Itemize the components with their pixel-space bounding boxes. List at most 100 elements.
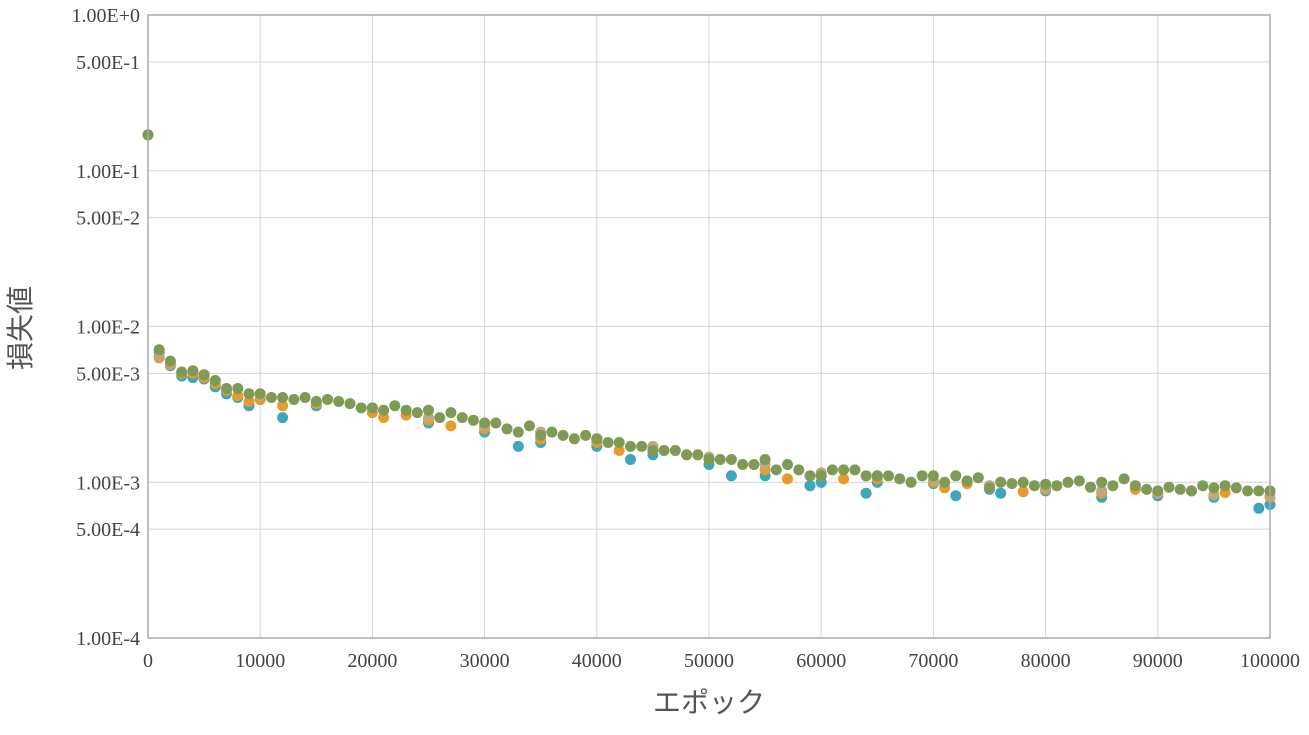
data-points	[142, 129, 1276, 514]
data-point	[950, 470, 962, 482]
data-point	[467, 414, 479, 426]
y-tick-label: 1.00E-2	[76, 317, 140, 339]
data-point	[164, 355, 176, 367]
data-point	[602, 437, 614, 448]
data-point	[445, 407, 457, 419]
data-point	[1017, 486, 1029, 498]
x-tick-label: 10000	[235, 650, 285, 672]
data-point	[894, 473, 906, 485]
data-point	[995, 476, 1007, 488]
data-point	[1197, 480, 1209, 492]
data-point	[310, 396, 322, 407]
y-axis-title: 損失値	[4, 286, 37, 370]
data-point	[1208, 482, 1220, 494]
data-point	[927, 470, 939, 482]
data-point	[737, 459, 749, 470]
data-point	[557, 429, 569, 441]
data-point	[524, 420, 535, 432]
data-point	[546, 426, 558, 438]
data-point	[1040, 478, 1052, 490]
data-point	[860, 487, 872, 499]
data-point	[883, 470, 894, 482]
data-point	[826, 464, 838, 476]
data-point	[1163, 481, 1175, 493]
data-point	[838, 473, 850, 485]
data-point	[871, 470, 883, 482]
data-point	[187, 365, 199, 377]
data-point	[1096, 476, 1108, 488]
data-point	[1242, 485, 1254, 497]
data-point	[535, 429, 547, 441]
data-point	[681, 449, 693, 461]
data-point	[939, 476, 951, 488]
data-point	[725, 454, 737, 465]
data-point	[984, 482, 995, 494]
data-point	[277, 392, 289, 403]
data-point	[176, 366, 188, 378]
data-point	[669, 445, 681, 456]
y-tick-labels: 1.00E+0 5.00E-1 1.00E-1 5.00E-2 1.00E-2 5.00E…	[72, 5, 141, 650]
data-point	[1253, 502, 1265, 514]
data-point	[1118, 473, 1130, 485]
data-point	[243, 388, 255, 400]
x-tick-label: 80000	[1021, 650, 1071, 672]
data-point	[1062, 476, 1074, 488]
x-tick-label: 50000	[684, 650, 734, 672]
data-point	[1129, 480, 1141, 492]
data-point	[389, 400, 401, 412]
data-point	[815, 470, 827, 482]
y-tick-label: 1.00E-3	[76, 472, 140, 494]
data-point	[299, 392, 311, 403]
data-point	[333, 396, 345, 407]
data-point	[995, 487, 1007, 499]
data-point	[568, 433, 580, 445]
x-tick-label: 20000	[347, 650, 397, 672]
data-point	[1085, 481, 1096, 493]
data-point	[950, 490, 962, 502]
data-point	[1006, 478, 1018, 490]
data-point	[277, 412, 289, 424]
data-point	[1174, 483, 1186, 495]
data-point	[209, 375, 221, 386]
data-point	[1152, 485, 1164, 497]
data-point	[411, 407, 423, 419]
data-point	[366, 402, 378, 414]
y-tick-label: 1.00E+0	[72, 5, 141, 27]
data-point	[905, 476, 917, 488]
data-point	[972, 472, 984, 484]
data-point	[198, 369, 210, 381]
data-point	[1186, 485, 1197, 497]
data-point	[445, 420, 457, 432]
data-point	[501, 423, 513, 435]
y-tick-label: 5.00E-1	[76, 52, 140, 74]
data-point	[400, 404, 412, 416]
data-point	[1253, 485, 1265, 497]
data-point	[625, 454, 636, 465]
x-axis-title: エポック	[653, 686, 765, 719]
data-point	[849, 464, 861, 476]
data-point	[860, 470, 872, 482]
data-point	[456, 412, 468, 424]
data-point	[961, 475, 973, 487]
data-point	[770, 464, 782, 476]
data-point	[254, 388, 266, 400]
data-point	[725, 470, 737, 482]
data-point	[1219, 480, 1231, 492]
grid-lines	[147, 14, 1271, 639]
data-point	[591, 433, 603, 445]
data-point	[625, 440, 636, 452]
series-3	[142, 129, 1276, 497]
data-point	[804, 470, 816, 482]
data-point	[265, 392, 277, 403]
data-point	[344, 398, 356, 410]
data-point	[613, 437, 625, 448]
data-point	[1107, 480, 1119, 492]
data-point	[692, 449, 704, 461]
data-point	[748, 459, 760, 470]
data-point	[580, 429, 592, 441]
data-point	[434, 412, 446, 424]
x-tick-labels: 0 10000 20000 30000 40000 50000 60000 70000 8000…	[143, 650, 1300, 672]
data-point	[782, 473, 793, 485]
data-point	[1230, 482, 1242, 494]
